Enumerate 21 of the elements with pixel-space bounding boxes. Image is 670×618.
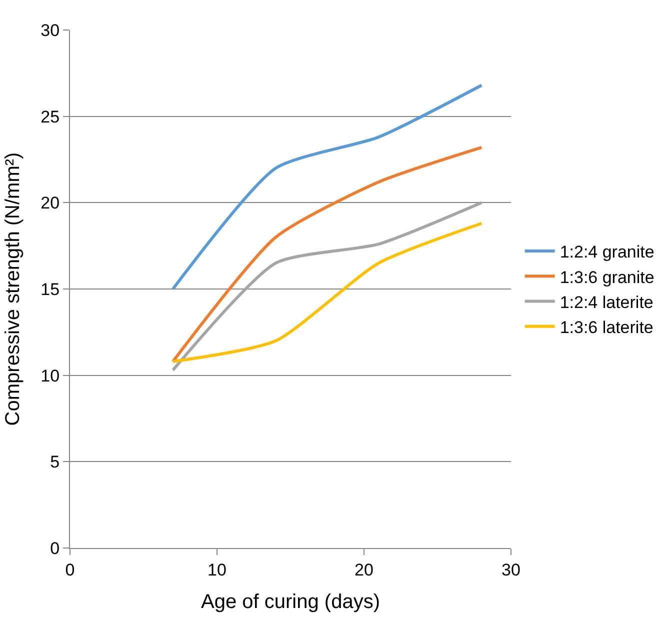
y-tick-label: 20 [40, 194, 60, 213]
legend-label: 1:2:4 granite [560, 242, 654, 262]
legend-label: 1:3:6 laterite [560, 318, 654, 337]
y-tick-label: 15 [40, 280, 60, 299]
line-series [171, 84, 484, 290]
y-tick-label: 30 [40, 20, 60, 40]
y-tick-label: 10 [40, 366, 60, 386]
x-tick-label: 20 [354, 560, 374, 580]
line-series [171, 222, 484, 364]
x-tick-label: 30 [502, 560, 520, 580]
y-axis-title: Compressive strength (N/mm²) [2, 152, 24, 426]
x-axis-title: Age of curing (days) [201, 590, 380, 613]
y-tick-label: 0 [50, 538, 60, 558]
line-series [171, 146, 484, 364]
x-tick-label: 0 [65, 560, 75, 580]
legend-label: 1:2:4 laterite [560, 292, 654, 312]
y-tick-label: 25 [40, 107, 60, 126]
y-tick-label: 5 [50, 452, 60, 472]
line-series [171, 201, 484, 372]
x-tick-label: 10 [208, 560, 226, 580]
legend-label: 1:3:6 granite [560, 268, 654, 287]
